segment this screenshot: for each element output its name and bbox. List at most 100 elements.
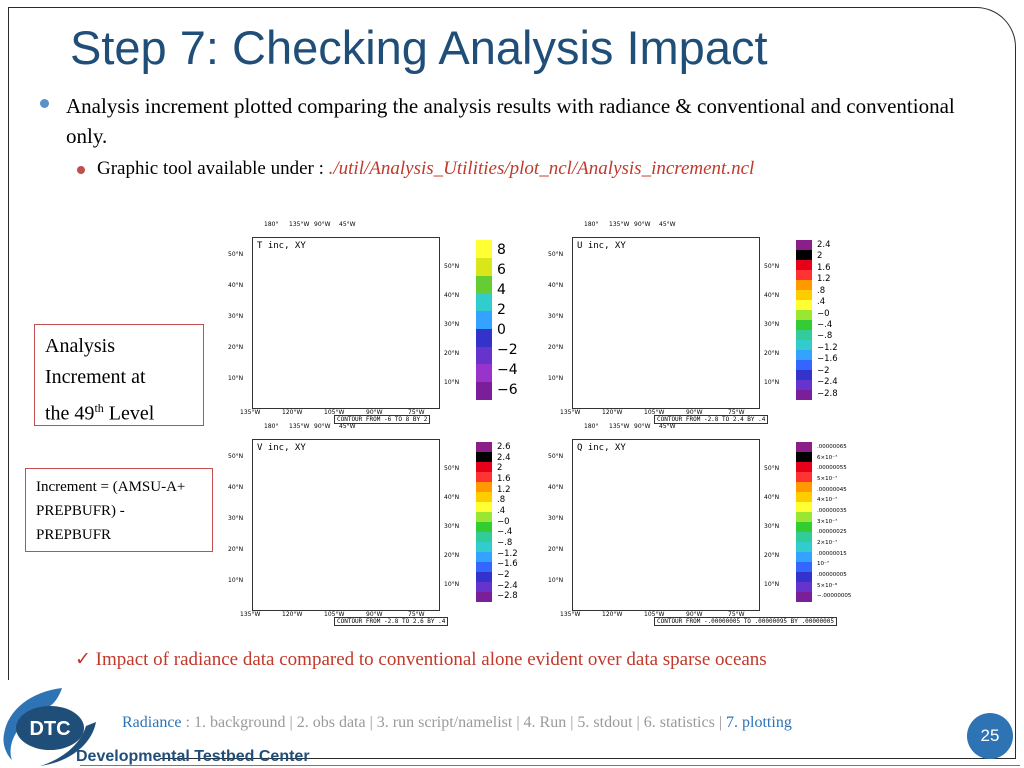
colorbar-label: 4 xyxy=(497,282,506,298)
left-latitude-tick: 40°N xyxy=(548,282,564,289)
colorbar-segment xyxy=(476,442,492,452)
footer-rule xyxy=(80,765,1020,766)
colorbar-segment xyxy=(796,562,812,572)
colorbar-label: 2.4 xyxy=(817,240,831,250)
colorbar-label: −.8 xyxy=(497,538,513,548)
sub-bullet-graphic-tool: Graphic tool available under : ./util/An… xyxy=(97,158,754,180)
colorbar-segment xyxy=(796,260,812,270)
map-title: T inc, XY xyxy=(257,241,306,251)
colorbar-label: .00000005 xyxy=(817,572,847,578)
colorbar-segment xyxy=(796,330,812,340)
colorbar-label: .00000065 xyxy=(817,444,847,450)
colorbar-segment xyxy=(476,293,492,312)
logo-letters: DTC xyxy=(29,718,70,740)
left-latitude-tick: 30°N xyxy=(548,313,564,320)
colorbar-segment xyxy=(796,572,812,582)
left-latitude-tick: 30°N xyxy=(228,515,244,522)
colorbar-segment xyxy=(476,512,492,522)
callout-line-3: the 49th Level xyxy=(45,393,193,430)
colorbar-label: 0 xyxy=(497,322,506,338)
top-longitude-tick: 90°W xyxy=(314,423,331,430)
colorbar-label: −0 xyxy=(817,308,830,319)
colorbar-label: −1.2 xyxy=(497,548,518,559)
colorbar-label: 2.4 xyxy=(497,452,511,463)
colorbar-segment xyxy=(796,522,812,532)
colorbar-label: 1.2 xyxy=(817,274,831,285)
right-latitude-tick: 20°N xyxy=(764,552,780,559)
right-latitude-tick: 20°N xyxy=(764,350,780,357)
colorbar-segment xyxy=(796,452,812,462)
bottom-longitude-tick: 135°W xyxy=(240,611,261,618)
colorbar-label: −.00000005 xyxy=(817,593,852,600)
top-longitude-tick: 135°W xyxy=(609,423,630,430)
left-latitude-tick: 20°N xyxy=(228,344,244,351)
colorbar-label: −.4 xyxy=(817,320,833,330)
right-latitude-tick: 30°N xyxy=(444,321,460,328)
colorbar-label: −.8 xyxy=(817,331,833,342)
colorbar-segment xyxy=(476,311,492,329)
footer-nav-radiance[interactable]: Radiance xyxy=(122,714,182,731)
bottom-longitude-tick: 105°W xyxy=(644,611,665,618)
bottom-longitude-tick: 90°W xyxy=(366,611,383,618)
colorbar-segment xyxy=(796,592,812,602)
colorbar-label: .00000045 xyxy=(817,486,847,493)
colorbar-segment xyxy=(796,250,812,260)
colorbar-label: −2.4 xyxy=(497,580,518,591)
map-title: Q inc, XY xyxy=(577,443,626,453)
top-longitude-tick: 45°W xyxy=(659,423,676,430)
bottom-longitude-tick: 105°W xyxy=(324,409,345,416)
bottom-longitude-tick: 90°W xyxy=(686,409,703,416)
left-latitude-tick: 10°N xyxy=(228,375,244,382)
colorbar-segment xyxy=(476,532,492,542)
slide-title: Step 7: Checking Analysis Impact xyxy=(70,21,768,74)
map-area xyxy=(252,237,440,409)
colorbar-label: −6 xyxy=(497,382,518,398)
left-latitude-tick: 50°N xyxy=(228,453,244,460)
colorbar xyxy=(476,240,492,400)
colorbar-segment xyxy=(796,270,812,280)
left-latitude-tick: 20°N xyxy=(548,546,564,553)
colorbar-label: 2 xyxy=(497,463,503,474)
left-latitude-tick: 20°N xyxy=(548,344,564,351)
map-title: V inc, XY xyxy=(257,443,306,453)
contour-range-label: CONTOUR FROM -6 TO 8 BY 2 xyxy=(334,415,431,424)
sub-bullet-dot xyxy=(77,166,85,174)
left-latitude-tick: 50°N xyxy=(228,251,244,258)
colorbar-label: .00000025 xyxy=(817,529,847,536)
callout-line-2: Increment at xyxy=(45,366,146,388)
colorbar-segment xyxy=(476,562,492,572)
colorbar-segment xyxy=(476,552,492,562)
top-longitude-tick: 45°W xyxy=(339,221,356,228)
colorbar-segment xyxy=(796,290,812,300)
colorbar-segment xyxy=(796,310,812,320)
colorbar-segment xyxy=(796,512,812,522)
bottom-longitude-tick: 120°W xyxy=(282,611,303,618)
analysis-increment-callout: Analysis Increment at the 49th Level xyxy=(34,324,204,426)
colorbar-segment xyxy=(476,522,492,532)
colorbar-segment xyxy=(796,370,812,380)
bottom-longitude-tick: 120°W xyxy=(282,409,303,416)
top-longitude-tick: 180° xyxy=(264,221,279,228)
colorbar-segment xyxy=(796,380,812,390)
top-longitude-tick: 90°W xyxy=(634,221,651,228)
colorbar-label: 6 xyxy=(497,262,506,278)
bottom-longitude-tick: 135°W xyxy=(560,611,581,618)
callout-line-3-text: the 49 xyxy=(45,402,95,425)
checkmark-icon: ✓ xyxy=(75,649,91,670)
left-latitude-tick: 20°N xyxy=(228,546,244,553)
right-latitude-tick: 50°N xyxy=(444,263,460,270)
bottom-longitude-tick: 135°W xyxy=(560,409,581,416)
top-longitude-tick: 90°W xyxy=(314,221,331,228)
right-latitude-tick: 40°N xyxy=(764,494,780,501)
bottom-longitude-tick: 105°W xyxy=(324,611,345,618)
top-longitude-tick: 180° xyxy=(264,423,279,430)
colorbar-label: .00000055 xyxy=(817,465,847,472)
colorbar-label: 1.2 xyxy=(497,484,511,495)
colorbar-segment xyxy=(476,257,492,276)
top-longitude-tick: 45°W xyxy=(659,221,676,228)
footer-nav-plotting[interactable]: 7. plotting xyxy=(726,714,792,731)
left-latitude-tick: 30°N xyxy=(228,313,244,320)
bottom-longitude-tick: 90°W xyxy=(366,409,383,416)
left-latitude-tick: 40°N xyxy=(228,484,244,491)
footer-nav-steps: : 1. background | 2. obs data | 3. run s… xyxy=(181,714,727,731)
